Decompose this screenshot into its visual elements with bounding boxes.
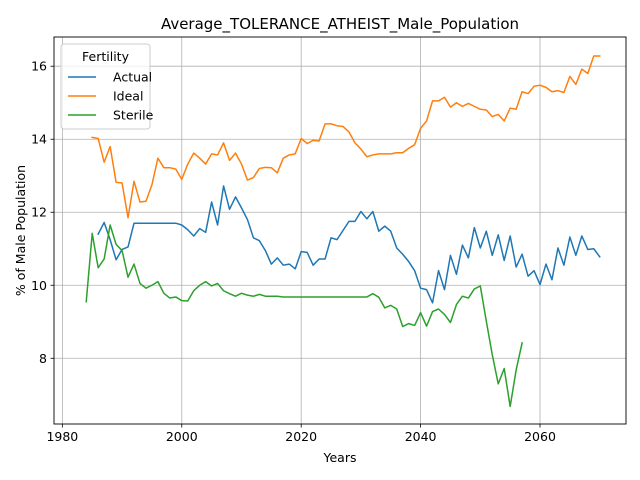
y-axis: 8 10 12 14 16: [31, 59, 54, 366]
y-tick-label: 14: [31, 132, 47, 147]
grid: [54, 37, 626, 424]
legend-label-actual: Actual: [113, 70, 152, 85]
legend-label-sterile: Sterile: [113, 108, 154, 123]
x-tick-label: 2060: [524, 429, 556, 444]
x-tick-label: 2040: [405, 429, 437, 444]
x-tick-label: 1980: [46, 429, 78, 444]
y-tick-label: 8: [39, 351, 47, 366]
x-axis: 1980 2000 2020 2040 2060: [46, 424, 556, 444]
y-tick-label: 16: [31, 59, 47, 74]
y-axis-label: % of Male Population: [13, 165, 28, 296]
plot-frame: [53, 36, 627, 425]
legend: Fertility Actual Ideal Sterile: [60, 43, 154, 130]
series-line-sterile: [85, 224, 524, 408]
legend-label-ideal: Ideal: [113, 89, 143, 104]
legend-frame: [60, 43, 151, 130]
y-tick-label: 10: [31, 278, 47, 293]
series-lines: [85, 55, 601, 408]
legend-items: Actual Ideal Sterile: [68, 70, 154, 123]
x-axis-label: Years: [323, 450, 357, 465]
legend-title: Fertility: [82, 49, 130, 64]
series-line-actual: [97, 185, 601, 304]
chart-title: Average_TOLERANCE_ATHEIST_Male_Populatio…: [161, 15, 519, 34]
y-tick-label: 12: [31, 205, 47, 220]
x-tick-label: 2000: [166, 429, 198, 444]
series-line-ideal: [91, 55, 601, 219]
x-tick-label: 2020: [285, 429, 317, 444]
